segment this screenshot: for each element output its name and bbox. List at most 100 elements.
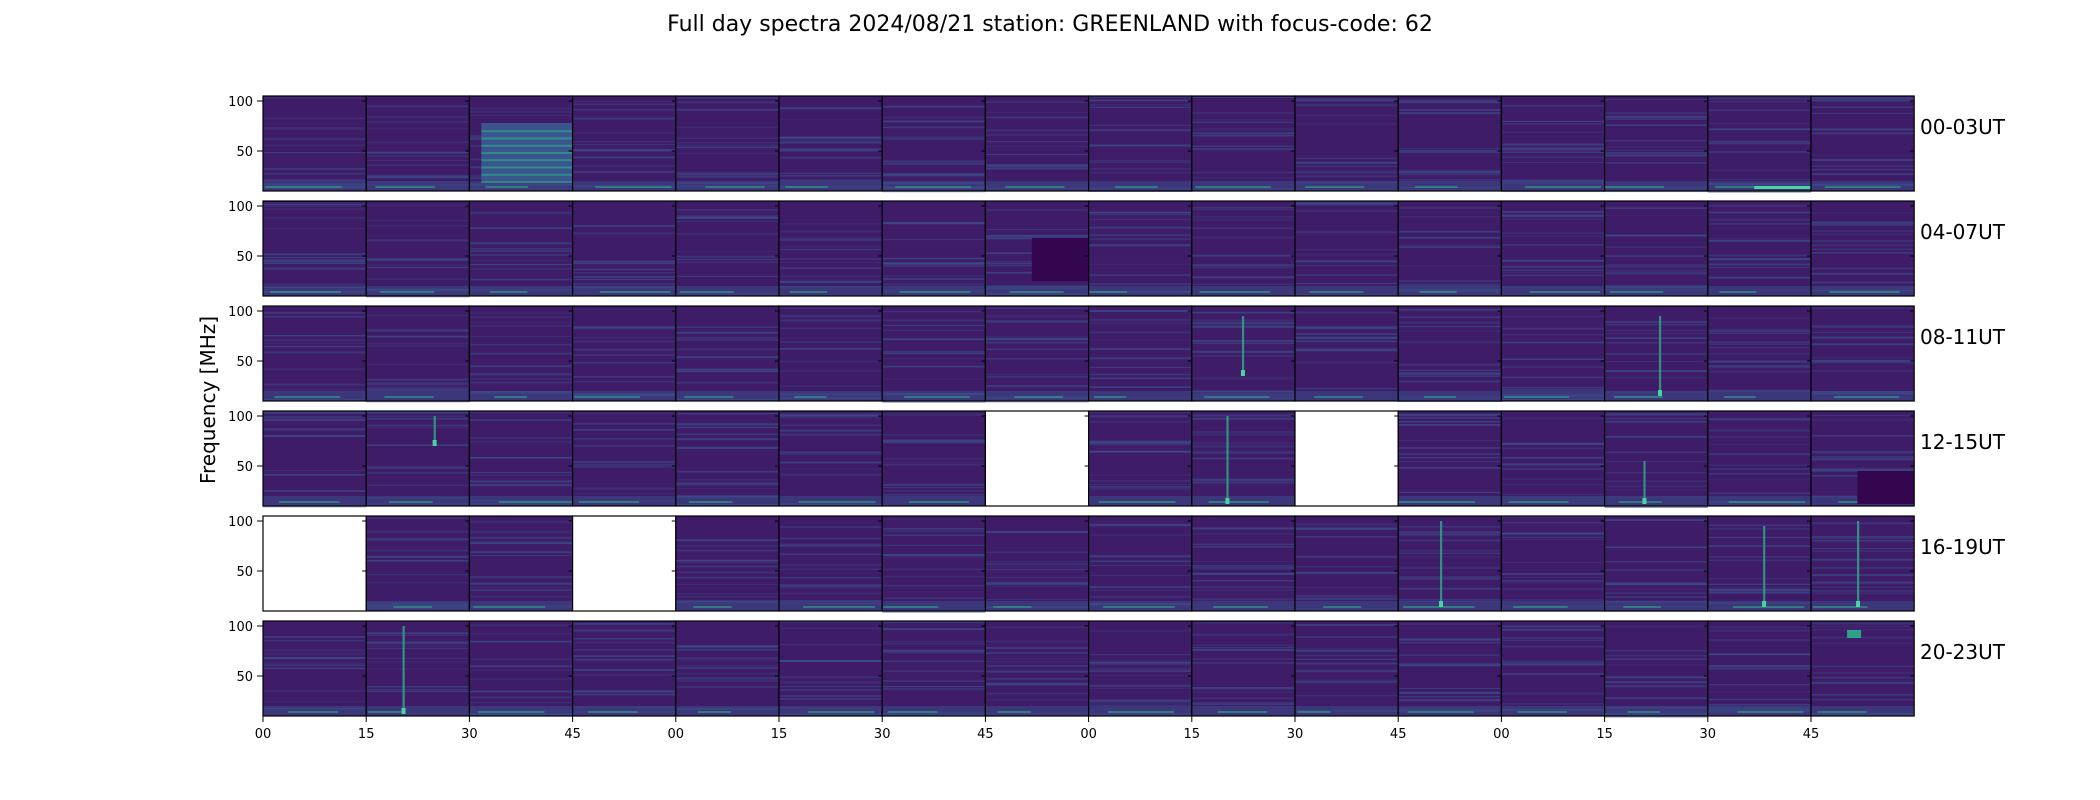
interference-line bbox=[263, 203, 367, 206]
interference-line bbox=[1604, 436, 1708, 438]
interference-line bbox=[1707, 353, 1811, 355]
interference-line bbox=[1295, 587, 1399, 589]
interference-line bbox=[1088, 661, 1192, 664]
interference-line bbox=[1501, 661, 1605, 663]
interference-line bbox=[675, 217, 779, 219]
low-band-line bbox=[1098, 501, 1176, 503]
interference-line bbox=[1191, 647, 1295, 649]
interference-line bbox=[882, 441, 986, 444]
interference-line bbox=[469, 213, 573, 215]
interference-line bbox=[366, 530, 470, 533]
spectrum-panel bbox=[1397, 200, 1502, 297]
spectrum-panel bbox=[1707, 515, 1812, 612]
interference-line bbox=[469, 381, 573, 384]
interference-line bbox=[366, 115, 470, 119]
low-band-line bbox=[1199, 291, 1271, 293]
interference-line bbox=[882, 126, 986, 129]
interference-line bbox=[1191, 579, 1295, 582]
interference-line bbox=[1604, 519, 1708, 521]
interference-line bbox=[1707, 537, 1811, 538]
interference-line bbox=[779, 587, 883, 589]
interference-line bbox=[1088, 386, 1192, 388]
spectrum-panel bbox=[881, 620, 987, 717]
x-tick-label: 45 bbox=[977, 727, 994, 742]
interference-line bbox=[1088, 366, 1192, 369]
spectrum-panel bbox=[778, 515, 883, 612]
low-band-line bbox=[1504, 396, 1570, 398]
interference-line bbox=[366, 259, 470, 262]
interference-line bbox=[1811, 113, 1915, 114]
interference-line bbox=[1604, 146, 1708, 148]
interference-line bbox=[366, 121, 470, 123]
interference-line bbox=[1191, 119, 1295, 121]
low-band-line bbox=[1103, 606, 1175, 608]
interference-line bbox=[675, 348, 779, 351]
interference-line bbox=[572, 149, 676, 152]
interference-line bbox=[263, 351, 367, 354]
interference-line bbox=[1501, 532, 1605, 534]
interference-line bbox=[1088, 357, 1192, 360]
interference-line bbox=[1811, 558, 1915, 561]
interference-line bbox=[1191, 702, 1295, 704]
panel-background bbox=[779, 621, 883, 716]
low-band-line bbox=[1508, 501, 1569, 503]
interference-line bbox=[882, 685, 986, 688]
interference-line bbox=[1707, 97, 1811, 100]
interference-line bbox=[1501, 315, 1605, 317]
empty-panel bbox=[263, 516, 367, 611]
interference-line bbox=[1604, 124, 1708, 126]
interference-line bbox=[1295, 337, 1399, 339]
interference-line bbox=[1295, 327, 1399, 330]
interference-line bbox=[1707, 218, 1811, 221]
interference-line bbox=[985, 141, 1089, 143]
low-band-line bbox=[693, 606, 732, 608]
spectrum-panel bbox=[1087, 410, 1193, 507]
interference-line bbox=[263, 334, 367, 337]
spectrum-panel bbox=[1707, 95, 1812, 193]
interference-line bbox=[1604, 329, 1708, 332]
x-tick-label: 00 bbox=[255, 727, 272, 742]
interference-line bbox=[1707, 556, 1811, 558]
interference-line bbox=[469, 352, 573, 355]
interference-line bbox=[779, 361, 883, 363]
interference-line bbox=[882, 434, 986, 436]
low-band-line bbox=[705, 186, 765, 188]
interference-line bbox=[263, 117, 367, 119]
interference-line bbox=[1191, 568, 1295, 570]
interference-line bbox=[469, 542, 573, 545]
interference-line bbox=[366, 411, 470, 413]
interference-line bbox=[1811, 693, 1915, 696]
interference-line bbox=[1501, 478, 1605, 480]
radio-burst bbox=[433, 416, 436, 446]
interference-line bbox=[1088, 415, 1192, 418]
interference-line bbox=[572, 336, 676, 339]
interference-line bbox=[1604, 336, 1708, 339]
interference-line bbox=[1604, 214, 1708, 216]
interference-line bbox=[1707, 524, 1811, 526]
low-band-line bbox=[1618, 501, 1662, 503]
interference-line bbox=[366, 661, 470, 663]
interference-line bbox=[1501, 386, 1605, 389]
spectrum-panel bbox=[1500, 410, 1606, 507]
interference-line bbox=[366, 484, 470, 486]
burst-core bbox=[1225, 498, 1230, 504]
interference-line bbox=[1191, 457, 1295, 460]
interference-line bbox=[1811, 671, 1915, 674]
interference-line bbox=[1707, 190, 1811, 193]
interference-line bbox=[1707, 464, 1811, 466]
interference-line bbox=[263, 662, 367, 664]
interference-line bbox=[366, 418, 470, 420]
spectrum-panel bbox=[1500, 95, 1606, 193]
interference-line bbox=[675, 126, 779, 129]
interference-line bbox=[1501, 341, 1605, 344]
interference-line bbox=[985, 374, 1089, 376]
interference-line bbox=[469, 536, 573, 539]
interference-line bbox=[366, 689, 470, 691]
panel-background bbox=[1398, 306, 1502, 401]
interference-line bbox=[1088, 440, 1192, 442]
interference-line bbox=[1191, 697, 1295, 699]
spectrum-panel bbox=[1603, 200, 1709, 297]
spectrum-panel bbox=[1603, 410, 1709, 509]
interference-line bbox=[366, 686, 470, 688]
interference-line bbox=[366, 258, 470, 260]
